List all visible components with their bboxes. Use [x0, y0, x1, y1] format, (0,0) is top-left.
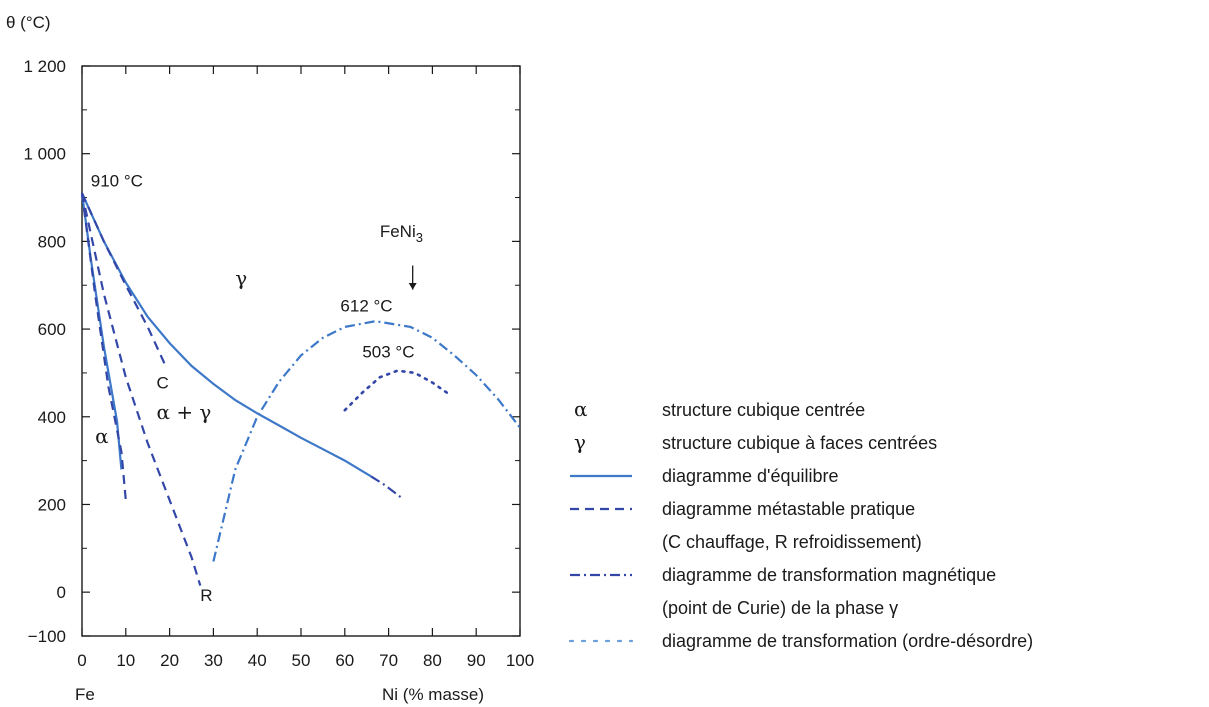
legend-label-3: diagramme d'équilibre: [662, 466, 839, 486]
x-tick-label: 30: [204, 651, 223, 670]
y-tick-label: 200: [38, 495, 66, 514]
series-line-dashed-3: [80, 192, 167, 366]
annotation-503c: 503 °C: [362, 343, 414, 362]
y-tick-label: 1 200: [23, 57, 66, 76]
legend-label-5: diagramme de transformation magnétique: [662, 565, 996, 585]
x-tick-label: 40: [248, 651, 267, 670]
series-line-dashed-4: [80, 193, 127, 501]
legend: α structure cubique centrée γ structure cub…: [568, 397, 1033, 651]
x-tick-label: 0: [77, 651, 86, 670]
y-axis-title: θ (°C): [6, 13, 51, 32]
x-tick-label: 100: [506, 651, 534, 670]
y-tick-label: 400: [38, 408, 66, 427]
y-tick-label: 800: [38, 232, 66, 251]
plot-area: [81, 65, 521, 637]
legend-label-4-line2: (C chauffage, R refroidissement): [662, 532, 922, 552]
series-line-dashed-5: [80, 192, 202, 586]
legend-label-5-line2: (point de Curie) de la phase γ: [662, 598, 898, 618]
x-tick-label: 60: [335, 651, 354, 670]
x-axis-title: Ni (% masse): [382, 685, 484, 704]
legend-symbol-1: α: [574, 397, 588, 421]
annotation-c: C: [156, 373, 168, 392]
legend-label-4: diagramme métastable pratique: [662, 499, 915, 519]
legend-label-2: structure cubique à faces centrées: [662, 433, 937, 453]
series-line-solid-1: [80, 192, 372, 478]
legend-label-1: structure cubique centrée: [662, 400, 865, 420]
plot-frame: [81, 65, 521, 637]
legend-symbol-2: γ: [574, 430, 586, 454]
annotation-: α + γ: [156, 400, 211, 424]
x-origin-label-fe: Fe: [75, 685, 95, 704]
annotation-612c: 612 °C: [340, 297, 392, 316]
x-tick-label: 10: [116, 651, 135, 670]
y-tick-label: 600: [38, 320, 66, 339]
annotation-: γ: [235, 266, 247, 290]
x-tick-label: 50: [292, 651, 311, 670]
series-layer: [80, 192, 521, 586]
legend-label-6: diagramme de transformation (ordre-désor…: [662, 631, 1033, 651]
y-tick-label: 0: [57, 583, 66, 602]
series-line-dashdot-7: [370, 475, 403, 499]
x-tick-label: 80: [423, 651, 442, 670]
series-line-dotted-8: [343, 369, 452, 412]
annotation-910c: 910 °C: [91, 172, 143, 191]
y-tick-label: 1 000: [23, 145, 66, 164]
annotation-r: R: [200, 586, 212, 605]
annotations-layer: 910 °C 612 °C 503 °C C R FeNi3 γ α + γ α: [91, 172, 423, 605]
x-tick-label: 20: [160, 651, 179, 670]
annotation-feni: FeNi3: [380, 222, 423, 245]
annotation-: α: [95, 424, 109, 448]
x-tick-label: 70: [379, 651, 398, 670]
y-tick-label: −100: [28, 627, 66, 646]
feni3-arrowhead: [408, 283, 417, 290]
x-tick-label: 90: [467, 651, 486, 670]
series-line-dashdot-6: [212, 320, 521, 562]
